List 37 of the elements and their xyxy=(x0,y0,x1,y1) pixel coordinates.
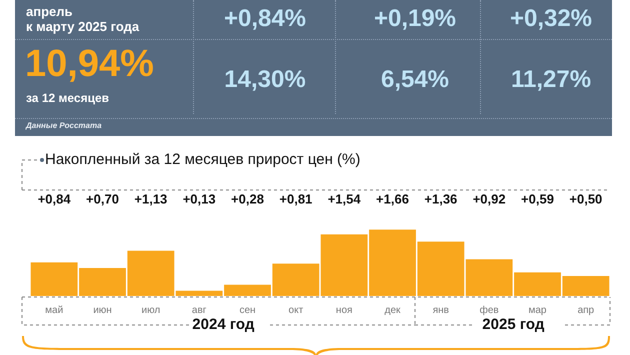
x-tick-label: апр xyxy=(578,304,595,316)
data-label: +0,70 xyxy=(86,192,119,207)
data-label: +0,28 xyxy=(231,192,264,207)
data-label: +1,36 xyxy=(424,192,458,207)
data-label: +1,13 xyxy=(134,192,168,207)
data-label: +1,66 xyxy=(376,192,409,207)
x-tick-label: янв xyxy=(432,304,449,316)
x-tick-label: сен xyxy=(239,304,256,316)
text: 10,94% xyxy=(25,42,154,86)
x-tick-label: фев xyxy=(480,304,499,316)
x-tick-label: мар xyxy=(528,304,547,316)
chart-title: Накопленный за 12 месяцев прирост цен (%) xyxy=(45,151,360,168)
text: апрель к марту 2025 года xyxy=(26,4,140,34)
x-tick-label: май xyxy=(45,304,64,316)
x-tick-label: дек xyxy=(384,304,402,316)
text: 2025 год xyxy=(482,316,545,334)
data-label: +0,84 xyxy=(38,192,72,207)
data-label: +0,13 xyxy=(182,192,216,207)
x-tick-label: июн xyxy=(93,304,112,316)
x-tick-label: ноя xyxy=(336,304,352,316)
text: 2024 год xyxy=(192,316,255,334)
text: 11,27% xyxy=(510,66,592,94)
text: Данные Росстата xyxy=(26,121,102,130)
data-label: +0,81 xyxy=(279,192,312,207)
text: 14,30% xyxy=(224,66,306,94)
data-label: +0,59 xyxy=(521,192,554,207)
text: за 12 месяцев xyxy=(26,91,109,105)
data-label: +0,92 xyxy=(472,192,506,207)
data-label: +1,54 xyxy=(328,192,362,207)
text: 6,54% xyxy=(380,66,450,94)
x-tick-label: июл xyxy=(141,304,160,316)
text: +0,32% xyxy=(510,5,592,33)
x-tick-label: окт xyxy=(288,304,304,316)
x-tick-label: авг xyxy=(192,304,207,316)
text: +0,84% xyxy=(224,5,306,33)
text: +0,19% xyxy=(374,5,456,33)
data-label: +0,50 xyxy=(569,192,602,207)
